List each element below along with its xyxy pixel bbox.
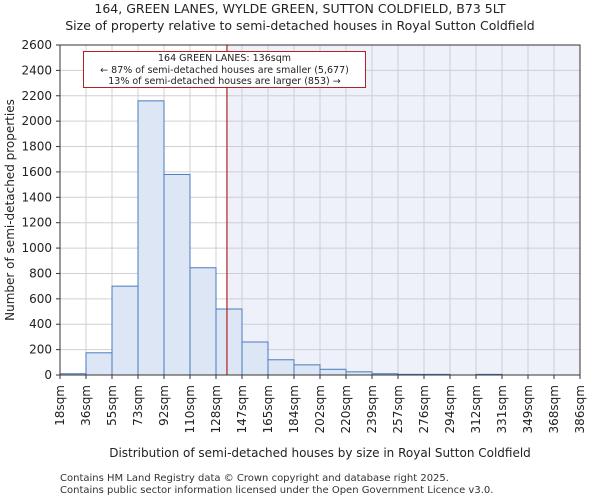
larger-region-highlight xyxy=(226,45,580,375)
x-tick-label: 349sqm xyxy=(521,385,535,433)
bar-147sqm xyxy=(241,341,269,376)
y-axis-ticks: 0 200 400 600 800 1000 1200 1400 1600 1800 2000 220… xyxy=(21,38,60,382)
bar-73sqm xyxy=(137,100,165,376)
y-tick-label: 1200 xyxy=(21,216,52,230)
annotation-box: 164 GREEN LANES: 136sqm ← 87% of semi-de… xyxy=(83,51,366,88)
bar-165sqm xyxy=(267,359,295,376)
x-tick-label: 220sqm xyxy=(339,385,353,433)
chart-title: 164, GREEN LANES, WYLDE GREEN, SUTTON CO… xyxy=(94,1,506,16)
y-tick-label: 2400 xyxy=(21,63,52,77)
x-tick-label: 331sqm xyxy=(495,385,509,433)
y-tick-label: 1800 xyxy=(21,140,52,154)
x-tick-label: 294sqm xyxy=(443,385,457,433)
footer-licence: Contains public sector information licen… xyxy=(60,485,494,496)
annotation-line-1: 164 GREEN LANES: 136sqm xyxy=(158,53,291,64)
y-tick-label: 400 xyxy=(29,317,52,331)
x-tick-label: 110sqm xyxy=(183,385,197,433)
x-tick-label: 18sqm xyxy=(53,385,67,426)
x-tick-label: 92sqm xyxy=(157,385,171,426)
x-tick-label: 36sqm xyxy=(79,385,93,426)
annotation-line-3: 13% of semi-detached houses are larger (… xyxy=(108,76,341,87)
bar-202sqm xyxy=(319,368,347,376)
x-tick-label: 239sqm xyxy=(365,385,379,433)
chart-subtitle: Size of property relative to semi-detach… xyxy=(65,18,535,33)
y-tick-label: 600 xyxy=(29,292,52,306)
x-tick-label: 386sqm xyxy=(573,385,587,433)
y-tick-label: 1000 xyxy=(21,241,52,255)
x-tick-label: 257sqm xyxy=(391,385,405,433)
annotation-line-2: ← 87% of semi-detached houses are smalle… xyxy=(100,64,349,76)
bar-92sqm xyxy=(163,173,191,376)
y-tick-label: 800 xyxy=(29,266,52,280)
y-tick-label: 1600 xyxy=(21,165,52,179)
x-tick-label: 165sqm xyxy=(261,385,275,433)
bar-110sqm xyxy=(189,267,217,376)
x-tick-label: 147sqm xyxy=(235,385,249,433)
x-tick-label: 202sqm xyxy=(313,385,327,433)
x-tick-label: 128sqm xyxy=(209,385,223,433)
x-tick-label: 184sqm xyxy=(287,385,301,433)
x-tick-label: 276sqm xyxy=(417,385,431,433)
x-tick-label: 312sqm xyxy=(469,385,483,433)
x-axis-label: Distribution of semi-detached houses by … xyxy=(109,446,531,460)
y-tick-label: 2600 xyxy=(21,38,52,52)
x-tick-label: 73sqm xyxy=(131,385,145,426)
y-tick-label: 2200 xyxy=(21,89,52,103)
x-tick-label: 55sqm xyxy=(105,385,119,426)
y-tick-label: 200 xyxy=(29,343,52,357)
bars xyxy=(59,100,503,376)
bar-128sqm xyxy=(215,308,243,376)
footer-copyright: Contains HM Land Registry data © Crown c… xyxy=(60,473,449,484)
y-tick-label: 2000 xyxy=(21,114,52,128)
y-tick-label: 0 xyxy=(44,368,52,382)
x-axis-ticks: 18sqm 36sqm 55sqm 73sqm 92sqm 110sqm 128sqm 147… xyxy=(53,375,587,433)
y-tick-label: 1400 xyxy=(21,190,52,204)
bar-36sqm xyxy=(85,352,113,376)
bar-55sqm xyxy=(111,285,139,376)
y-axis-label: Number of semi-detached properties xyxy=(3,99,17,321)
x-tick-label: 368sqm xyxy=(547,385,561,433)
bar-184sqm xyxy=(293,364,321,376)
